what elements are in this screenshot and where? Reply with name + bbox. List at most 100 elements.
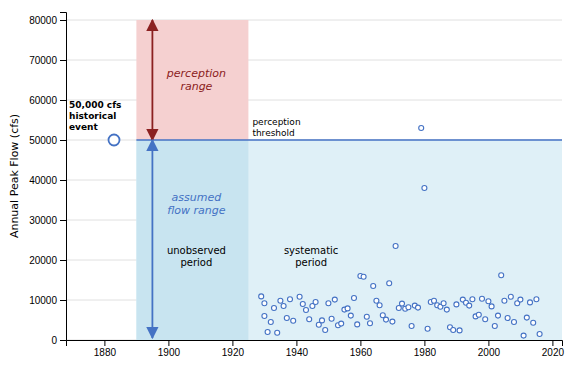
point [300, 302, 305, 307]
point [441, 301, 446, 306]
point [262, 314, 267, 319]
point [288, 297, 293, 302]
point [454, 302, 459, 307]
tick-mark [296, 340, 297, 346]
point [272, 306, 277, 311]
point [339, 321, 344, 326]
point [419, 126, 424, 131]
point [262, 301, 267, 306]
perception-range [136, 20, 248, 140]
y-label: Annual Peak Flow (cfs) [8, 114, 21, 238]
point [304, 308, 309, 313]
point [505, 316, 510, 321]
grid-line [66, 140, 562, 141]
point [451, 328, 456, 333]
plot-area [109, 20, 563, 340]
point [483, 317, 488, 322]
tick-mark [424, 340, 425, 346]
chart: 1880190019201940196019802000202001000020… [0, 0, 578, 366]
point [259, 294, 264, 299]
point [307, 317, 312, 322]
point [476, 312, 481, 317]
tick-label: 0 [51, 335, 57, 346]
point [323, 328, 328, 333]
tick: 10000 [29, 295, 66, 306]
annotations: 50,000 cfshistoricalevent perceptionthres… [69, 67, 338, 267]
point [355, 322, 360, 327]
point [470, 297, 475, 302]
tick-mark [552, 340, 553, 346]
tick-mark [60, 260, 66, 261]
point [457, 328, 462, 333]
point [508, 294, 513, 299]
tick-mark [60, 140, 66, 141]
tick-mark [60, 300, 66, 301]
tick: 1920 [222, 340, 245, 358]
tick-label: 1960 [350, 347, 373, 358]
tick: 0 [51, 335, 66, 346]
point [422, 186, 427, 191]
unobserved-label: unobservedperiod [167, 245, 226, 268]
unobserved-range [136, 140, 248, 340]
tick: 1980 [414, 340, 437, 358]
point [406, 305, 411, 310]
assumed-flow-range [136, 140, 562, 340]
axis-line [60, 13, 67, 341]
point [521, 333, 526, 338]
tick-label: 1900 [158, 347, 181, 358]
tick-label: 10000 [29, 295, 57, 306]
systematic-label: systematicperiod [284, 245, 338, 268]
tick: 1940 [286, 340, 309, 358]
point [496, 313, 501, 318]
point [332, 297, 337, 302]
point [531, 320, 536, 325]
point [486, 299, 491, 304]
tick: 1960 [350, 340, 373, 358]
tick-label: 70000 [29, 55, 57, 66]
axis-line [67, 341, 563, 347]
tick-mark [168, 340, 169, 346]
tick-mark [60, 180, 66, 181]
point [492, 324, 497, 329]
perception-range-label: perceptionrange [166, 67, 226, 93]
point [268, 320, 273, 325]
points [259, 126, 542, 339]
tick: 70000 [29, 55, 66, 66]
assumed-range-label: assumedflow range [167, 191, 226, 217]
point [275, 330, 280, 335]
tick-label: 40000 [29, 175, 57, 186]
point [512, 320, 517, 325]
point [489, 304, 494, 309]
tick-mark [60, 220, 66, 221]
assumed-arrow [151, 140, 153, 338]
tick: 50000 [29, 135, 66, 146]
point [480, 296, 485, 301]
point [329, 316, 334, 321]
tick: 60000 [29, 95, 66, 106]
point [425, 326, 430, 331]
point [364, 314, 369, 319]
point [393, 244, 398, 249]
point [409, 324, 414, 329]
historical-label: 50,000 cfshistoricalevent [69, 100, 121, 132]
tick: 40000 [29, 175, 66, 186]
tick: 2000 [478, 340, 501, 358]
point [377, 303, 382, 308]
y-axis: 0100002000030000400005000060000700008000… [29, 13, 66, 346]
tick-mark [232, 340, 233, 346]
tick-label: 1940 [286, 347, 309, 358]
tick-label: 1920 [222, 347, 245, 358]
point [387, 281, 392, 286]
tick-mark [104, 340, 105, 346]
point [361, 274, 366, 279]
x-axis: 18801900192019401960198020002020 [67, 340, 565, 358]
tick-mark [488, 340, 489, 346]
point [518, 297, 523, 302]
grid [66, 20, 562, 340]
point [313, 300, 318, 305]
point [345, 306, 350, 311]
point [297, 294, 302, 299]
tick: 30000 [29, 215, 66, 226]
threshold-line [136, 139, 562, 141]
threshold-label: perceptionthreshold [252, 117, 300, 138]
